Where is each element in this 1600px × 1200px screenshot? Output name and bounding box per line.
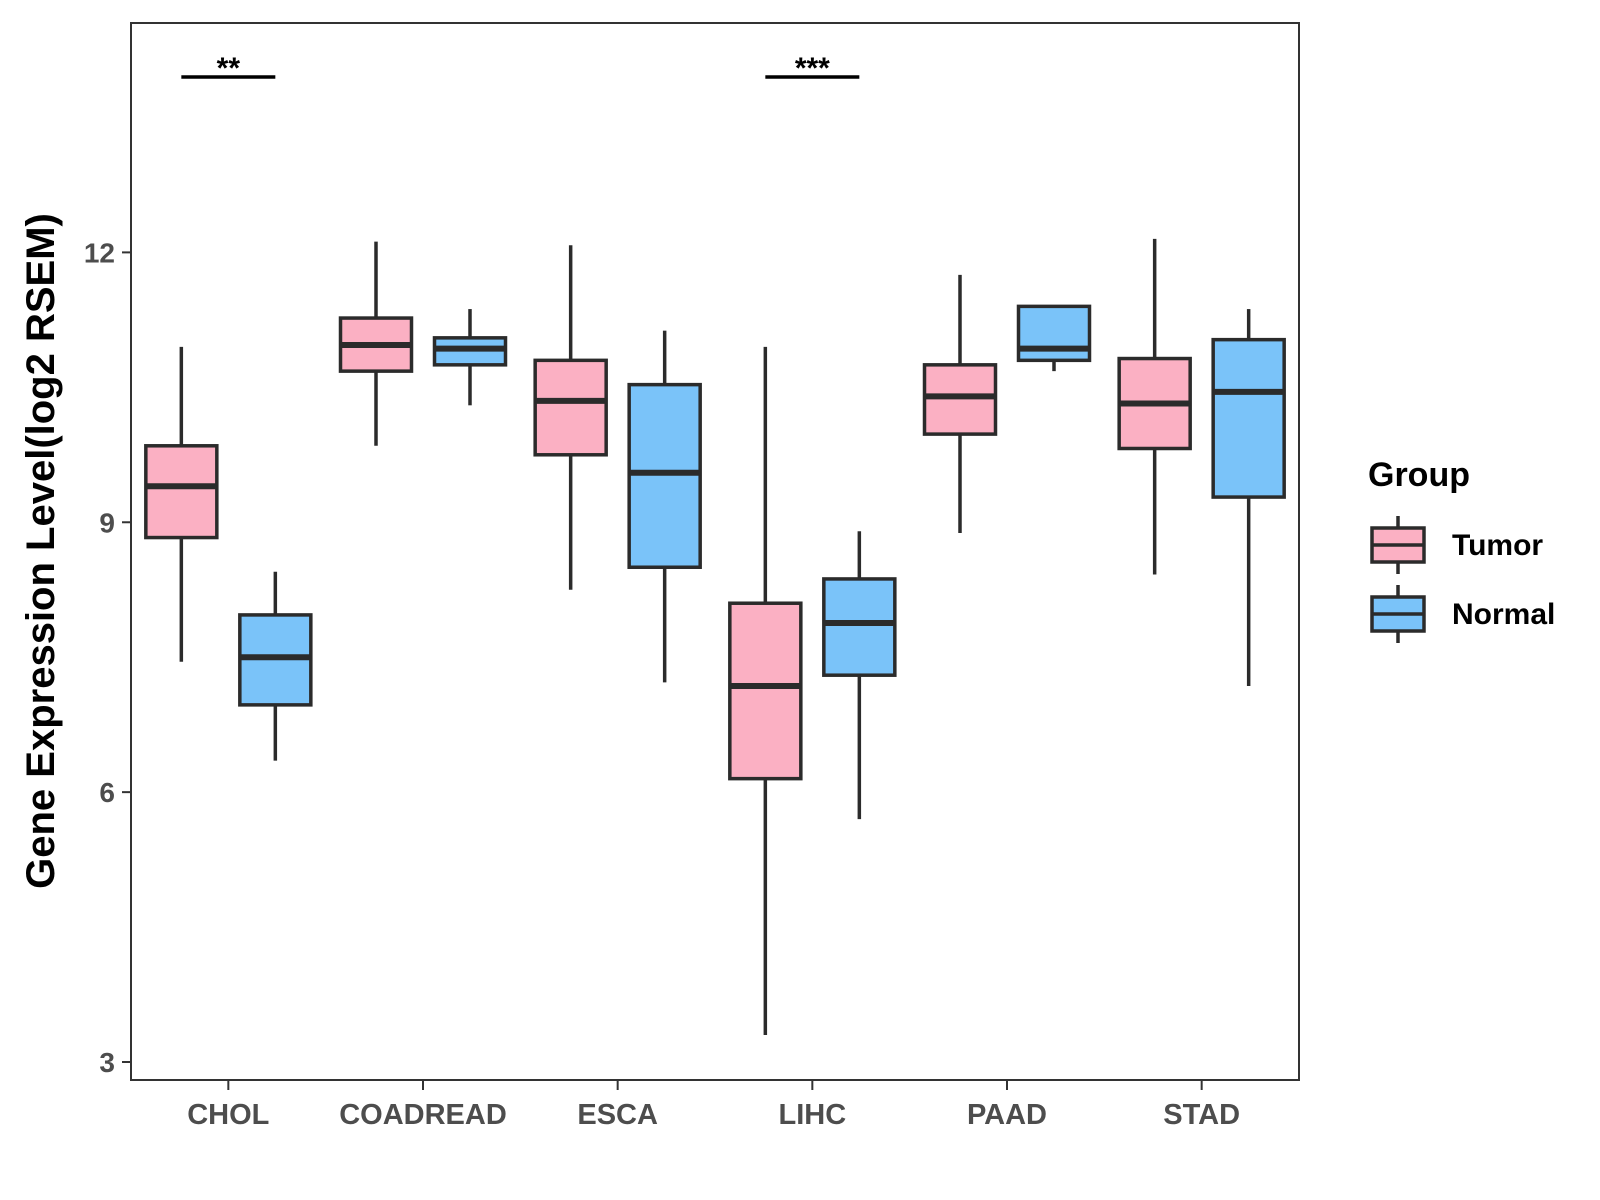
- y-tick-label: 6: [99, 777, 115, 808]
- y-axis-title: Gene Expression Level(log2 RSEM): [19, 213, 63, 889]
- x-tick-label: STAD: [1163, 1099, 1240, 1131]
- x-tick-label: ESCA: [577, 1099, 658, 1131]
- annotations-layer: ** ***: [181, 52, 860, 85]
- plot-panel-border: [130, 22, 1300, 1081]
- x-tick-label: LIHC: [778, 1099, 846, 1131]
- x-tick-label: CHOL: [187, 1099, 269, 1131]
- legend-label-tumor: Tumor: [1452, 529, 1543, 562]
- legend-key-tumor: [1370, 516, 1426, 574]
- boxes-layer: [144, 238, 1286, 1036]
- box-chol-normal: [238, 571, 313, 761]
- axes-layer: 3 6 9 12 CHOL COADREAD ESCA LIHC PAAD STAD: [84, 237, 1240, 1131]
- legend-key-normal: [1370, 585, 1426, 643]
- box-body: [1211, 337, 1286, 499]
- y-tick-label: 12: [84, 237, 115, 268]
- box-body: [1016, 304, 1092, 363]
- box-body: [728, 601, 803, 781]
- y-tick-label: 9: [99, 507, 115, 538]
- legend-title: Group: [1368, 456, 1470, 494]
- box-lihc-tumor: [728, 346, 803, 1036]
- box-esca-tumor: [533, 245, 608, 590]
- legend-label-normal: Normal: [1452, 598, 1555, 631]
- significance-label: ***: [795, 52, 830, 85]
- box-stad-tumor: [1117, 238, 1192, 575]
- box-body: [822, 577, 897, 677]
- x-tick-label: PAAD: [967, 1099, 1047, 1131]
- box-body: [533, 358, 608, 457]
- box-coadread-normal: [432, 309, 508, 406]
- box-chol-tumor: [144, 346, 219, 662]
- box-body: [627, 382, 702, 569]
- y-tick-label: 3: [99, 1047, 115, 1078]
- box-body: [922, 363, 998, 436]
- significance-label: **: [217, 52, 241, 85]
- legend: Group Tumor Normal: [1368, 456, 1555, 643]
- box-body: [144, 444, 219, 540]
- box-paad-tumor: [922, 274, 998, 534]
- box-esca-normal: [627, 330, 702, 683]
- box-lihc-normal: [822, 531, 897, 820]
- box-coadread-tumor: [338, 241, 414, 446]
- box-stad-normal: [1211, 309, 1286, 686]
- box-paad-normal: [1016, 304, 1092, 372]
- x-tick-label: COADREAD: [339, 1099, 507, 1131]
